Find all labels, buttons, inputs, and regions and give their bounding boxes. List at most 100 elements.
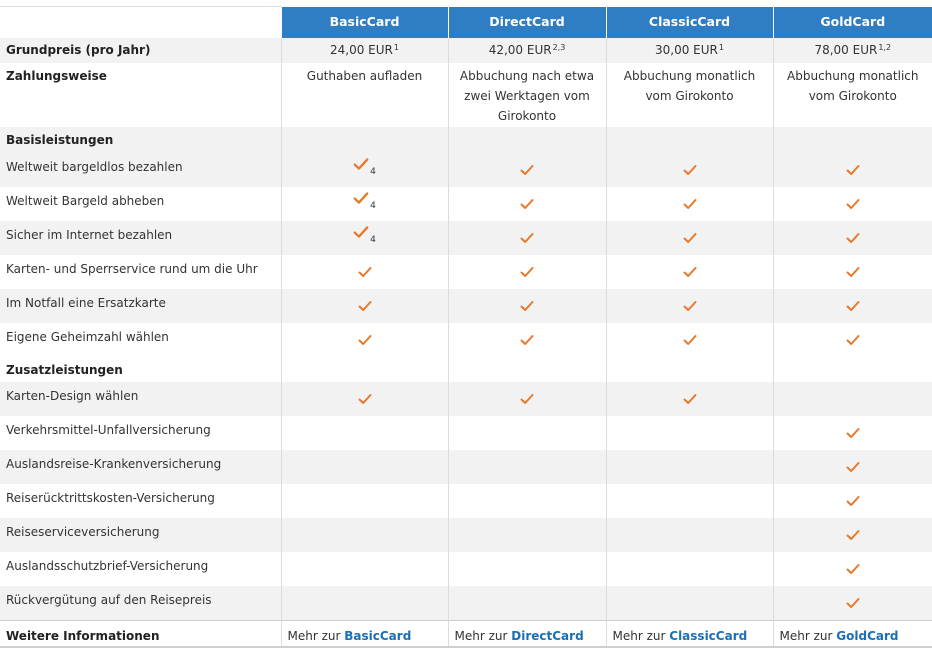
feature-cell: [447, 221, 606, 255]
payment-goldcard: Abbuchung monatlich vom Girokonto: [772, 63, 932, 127]
feature-label: Auslandsreise-Krankenversicherung: [0, 450, 281, 484]
feature-cell: [605, 323, 773, 357]
checkmark-icon: [846, 298, 860, 311]
price-amount: 78,00 EUR: [814, 43, 878, 57]
checkmark-icon: [358, 264, 372, 277]
feature-footnote: 4: [370, 167, 376, 177]
feature-cell: [280, 484, 448, 518]
payment-classiccard: Abbuchung monatlich vom Girokonto: [605, 63, 773, 127]
feature-cell: [447, 323, 606, 357]
section-row-basis: Basisleistungen: [0, 127, 932, 153]
feature-cell: [280, 323, 448, 357]
feature-label: Weltweit Bargeld abheben: [6, 194, 165, 208]
feature-cell: [280, 382, 448, 416]
feature-label: Eigene Geheimzahl wählen: [6, 330, 169, 344]
checkmark-icon: [520, 264, 534, 277]
link-directcard[interactable]: DirectCard: [511, 628, 584, 643]
link-classiccard[interactable]: ClassicCard: [669, 628, 748, 643]
section-cell: [772, 127, 932, 153]
payment-line: Girokonto: [497, 109, 557, 123]
checkmark-icon: [683, 230, 697, 243]
checkmark-with-footnote: 4: [353, 157, 376, 179]
feature-row: Sicher im Internet bezahlen 4: [0, 221, 932, 255]
checkmark-icon: [683, 196, 697, 209]
feature-footnote: 4: [370, 235, 376, 245]
footer-label: Weitere Informationen: [0, 619, 281, 648]
feature-cell: [605, 289, 773, 323]
card-comparison-table: BasicCard DirectCard ClassicCard GoldCar…: [0, 6, 932, 648]
feature-cell: [605, 484, 773, 518]
feature-cell: [280, 450, 448, 484]
link-basiccard[interactable]: BasicCard: [344, 628, 412, 643]
checkmark-with-footnote: 4: [353, 191, 376, 213]
checkmark-icon: [683, 298, 697, 311]
feature-cell: [772, 450, 932, 484]
checkmark-icon: [846, 527, 860, 540]
feature-row: Reiseserviceversicherung: [0, 518, 932, 552]
feature-cell: [772, 323, 932, 357]
feature-cell: [280, 416, 448, 450]
feature-row: Im Notfall eine Ersatzkarte: [0, 289, 932, 323]
link-goldcard[interactable]: GoldCard: [836, 628, 899, 643]
feature-cell: [605, 187, 773, 221]
more-goldcard: Mehr zur GoldCard: [772, 619, 932, 648]
checkmark-icon: [358, 391, 372, 404]
checkmark-icon: [683, 332, 697, 345]
price-directcard: 42,00 EUR2,3: [447, 38, 606, 63]
feature-label: Rückvergütung auf den Reisepreis: [0, 586, 281, 620]
checkmark-icon: [846, 493, 860, 506]
feature-cell: [447, 255, 606, 289]
more-prefix: Mehr zur: [454, 628, 508, 643]
section-cell: [605, 357, 773, 382]
feature-row: Reiserücktrittskosten-Versicherung: [0, 484, 932, 518]
header-blank: [0, 6, 281, 38]
feature-label: Karten-Design wählen: [0, 382, 281, 416]
checkmark-icon: [846, 230, 860, 243]
feature-row: Eigene Geheimzahl wählen: [0, 323, 932, 357]
feature-cell: [447, 187, 606, 221]
price-label: Grundpreis (pro Jahr): [0, 38, 281, 63]
checkmark-with-footnote: 4: [353, 225, 376, 247]
feature-cell: [772, 289, 932, 323]
feature-cell: [447, 289, 606, 323]
checkmark-icon: [353, 157, 369, 171]
payment-line: vom Girokonto: [808, 89, 897, 103]
payment-basiccard: Guthaben aufladen: [280, 63, 448, 127]
checkmark-icon: [846, 332, 860, 345]
feature-cell: [605, 450, 773, 484]
feature-footnote: 4: [370, 201, 376, 211]
feature-cell: [772, 221, 932, 255]
feature-row: Karten-Design wählen: [0, 382, 932, 416]
section-cell: [447, 357, 606, 382]
feature-label: Reiserücktrittskosten-Versicherung: [6, 491, 215, 505]
checkmark-icon: [846, 425, 860, 438]
payment-directcard: Abbuchung nach etwa zwei Werktagen vom Gir…: [447, 63, 606, 127]
checkmark-icon: [683, 162, 697, 175]
feature-cell: [772, 382, 932, 416]
section-cell: [772, 357, 932, 382]
feature-label: Karten- und Sperrservice rund um die Uhr: [6, 262, 258, 276]
checkmark-icon: [846, 561, 860, 574]
feature-cell: [605, 255, 773, 289]
feature-cell: 4: [280, 153, 448, 187]
feature-label: Verkehrsmittel-Unfallversicherung: [6, 423, 211, 437]
feature-row: Rückvergütung auf den Reisepreis: [0, 586, 932, 620]
feature-row: Weltweit Bargeld abheben 4: [0, 187, 932, 221]
section-title-basis: Basisleistungen: [0, 127, 281, 153]
payment-line: zwei Werktagen vom: [464, 89, 590, 103]
feature-label: Weltweit bargeldlos bezahlen: [0, 153, 281, 187]
feature-cell: [772, 187, 932, 221]
header-goldcard: GoldCard: [772, 6, 932, 38]
feature-cell: [605, 416, 773, 450]
feature-row: Auslandsschutzbrief-Versicherung: [0, 552, 932, 586]
feature-cell: [605, 552, 773, 586]
payment-line: Abbuchung nach etwa: [459, 69, 595, 83]
price-classiccard: 30,00 EUR1: [605, 38, 773, 63]
more-classiccard: Mehr zur ClassicCard: [605, 619, 773, 648]
more-basiccard: Mehr zur BasicCard: [280, 619, 448, 648]
more-prefix: Mehr zur: [612, 628, 666, 643]
feature-row: Auslandsreise-Krankenversicherung: [0, 450, 932, 484]
checkmark-icon: [846, 264, 860, 277]
basis-features: Weltweit bargeldlos bezahlen 4 Weltweit Ba…: [0, 153, 932, 357]
section-title-zusatz: Zusatzleistungen: [6, 363, 123, 377]
